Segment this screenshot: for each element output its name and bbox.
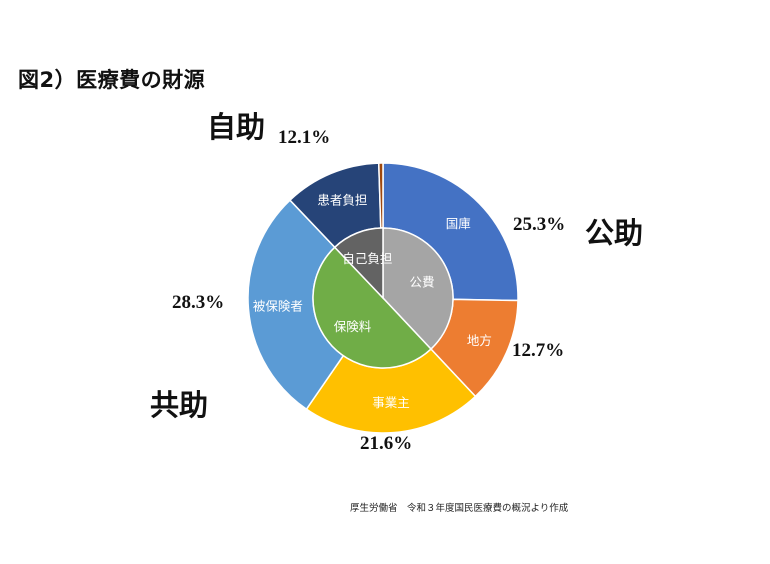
outer-slice-label-1: 地方 [467,333,492,348]
inner-slice-label-1: 保険料 [334,319,372,334]
percent-label-kokko: 25.3% [513,214,566,235]
source-note: 厚生労働省 令和３年度国民医療費の概況より作成 [350,503,569,514]
percent-label-jigyonushi: 21.6% [360,433,413,454]
outer-slice-label-4: 患者負担 [317,193,367,208]
outer-slice-label-2: 事業主 [372,395,410,410]
public-help-label: 公助 [585,216,644,250]
inner-slice-label-0: 公費 [410,275,435,290]
inner-slice-2 [333,227,384,300]
outer-slice-label-3: 被保険者 [253,298,303,313]
inner-slice-0 [382,227,454,351]
mutual-help-label: 共助 [150,388,209,422]
inner-slice-label-2: 自己負担 [342,251,392,266]
figure-title: 図2）医療費の財源 [18,68,206,92]
outer-slice-label-0: 国庫 [446,216,471,231]
self-help-label: 自助 [207,110,266,144]
percent-label-self-pay: 12.1% [278,127,331,148]
percent-label-hihokensha: 28.3% [172,292,225,313]
inner-slice-1 [312,246,432,369]
percent-label-chiho: 12.7% [512,340,565,361]
